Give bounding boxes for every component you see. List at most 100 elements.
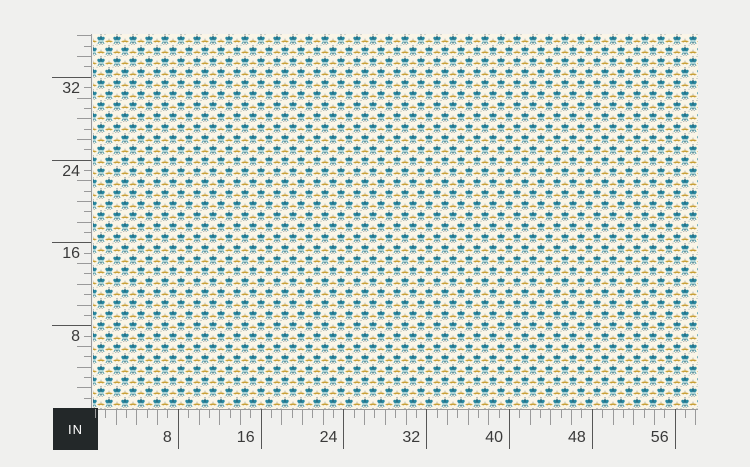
horizontal-ruler-tick [643,409,645,418]
vertical-ruler-tick [84,397,91,399]
horizontal-ruler-tick [353,409,355,418]
horizontal-ruler-tick [633,409,635,425]
horizontal-ruler-tick [126,409,128,418]
horizontal-ruler-label: 40 [485,429,503,446]
horizontal-ruler-tick [95,409,96,418]
horizontal-ruler-tick [322,409,324,425]
vertical-ruler-tick [84,232,91,234]
horizontal-ruler-tick [664,409,666,418]
horizontal-ruler-tick [405,409,407,425]
horizontal-ruler-tick [136,409,138,425]
vertical-ruler-tick [77,345,91,347]
fleur-de-lis-pattern [93,34,698,409]
horizontal-ruler-tick [653,409,655,425]
horizontal-ruler-axis [91,409,698,410]
fabric-swatch-preview[interactable] [93,34,698,409]
horizontal-ruler-tick [446,409,448,425]
horizontal-ruler-tick [105,409,107,418]
horizontal-ruler-tick [674,409,676,449]
vertical-ruler-tick [52,159,91,161]
vertical-ruler-tick [84,356,91,358]
vertical-ruler-label: 16 [62,245,80,263]
horizontal-ruler-tick [146,409,148,418]
vertical-ruler-tick [84,273,91,275]
horizontal-ruler-tick [415,409,417,418]
horizontal-ruler-label: 8 [162,429,172,446]
horizontal-ruler-label: 32 [402,429,421,446]
horizontal-ruler-tick [509,409,510,449]
horizontal-ruler-tick [208,409,210,418]
vertical-ruler-tick [84,66,91,68]
horizontal-ruler-tick [219,409,221,425]
horizontal-ruler-tick [167,409,169,418]
horizontal-ruler-tick [519,409,521,418]
horizontal-ruler-tick [395,409,397,418]
horizontal-ruler-tick [302,409,303,425]
vertical-ruler-tick [84,45,91,47]
vertical-ruler-tick [84,376,91,378]
horizontal-ruler-tick [188,409,190,418]
vertical-ruler-tick [84,294,91,296]
vertical-ruler-tick [52,76,91,78]
vertical-ruler-tick [84,169,91,171]
horizontal-ruler-tick [270,409,272,418]
vertical-ruler-tick [84,211,91,213]
horizontal-ruler-tick [467,409,469,425]
vertical-ruler-tick [77,56,91,58]
vertical-ruler-tick [84,190,91,192]
horizontal-ruler-tick [529,409,531,425]
vertical-ruler-tick [77,304,91,306]
unit-toggle-badge[interactable]: IN [53,408,98,450]
vertical-ruler-tick [77,118,91,120]
horizontal-ruler-tick [291,409,293,418]
vertical-ruler-tick [84,128,91,130]
vertical-ruler-axis [91,34,92,410]
horizontal-ruler-tick [374,409,376,418]
horizontal-ruler-tick [426,409,428,449]
horizontal-ruler-tick [384,409,386,425]
horizontal-ruler-tick [612,409,614,425]
horizontal-ruler-tick [333,409,335,418]
horizontal-ruler-label: 24 [319,429,338,446]
horizontal-ruler-tick [115,409,117,425]
vertical-ruler-tick [84,335,91,337]
horizontal-ruler-tick [622,409,624,418]
horizontal-ruler-tick [198,409,200,425]
vertical-ruler-tick [77,97,91,99]
horizontal-ruler-tick [591,409,593,449]
horizontal-ruler-label: 56 [650,429,669,446]
horizontal-ruler-label: 48 [568,429,586,446]
vertical-ruler-tick [84,314,91,316]
horizontal-ruler-tick [684,409,686,418]
vertical-ruler-tick [77,138,91,140]
horizontal-ruler-tick [457,409,459,418]
horizontal-ruler-tick [477,409,479,418]
horizontal-ruler-tick [157,409,159,425]
horizontal-ruler-tick [343,409,345,449]
horizontal-ruler-tick [312,409,314,418]
horizontal-ruler-tick [239,409,241,425]
vertical-ruler-tick [77,366,91,368]
horizontal-ruler-tick [560,409,562,418]
vertical-ruler-tick [77,201,91,202]
vertical-ruler-tick [77,283,91,285]
horizontal-ruler-tick [260,409,262,449]
horizontal-ruler-tick [488,409,490,425]
horizontal-ruler-tick [571,409,573,425]
vertical-ruler-tick [84,149,91,151]
vertical-ruler-tick [84,87,91,89]
vertical-ruler-tick [77,180,91,182]
vertical-ruler-tick [84,107,91,109]
vertical-ruler-tick [52,242,91,244]
horizontal-ruler-tick [550,409,552,425]
vertical-ruler-tick [77,387,91,389]
vertical-ruler-tick [52,325,91,327]
horizontal-ruler-tick [581,409,583,418]
horizontal-ruler-tick [229,409,231,418]
horizontal-ruler-tick [498,409,500,418]
vertical-ruler-tick [77,35,91,37]
vertical-ruler-tick [77,221,91,223]
horizontal-ruler-tick [364,409,366,425]
horizontal-ruler-tick [540,409,542,418]
